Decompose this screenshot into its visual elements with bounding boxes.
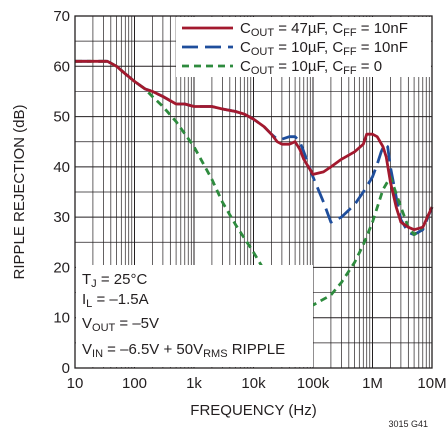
y-tick-label: 70 [53, 8, 70, 25]
x-tick-label: 1M [362, 375, 383, 392]
x-axis-title: FREQUENCY (Hz) [190, 402, 316, 419]
x-tick-label: 10k [241, 375, 266, 392]
legend-label-2: COUT = 10µF, CFF = 10nF [240, 39, 408, 58]
legend-label-1: COUT = 47µF, CFF = 10nF [240, 20, 408, 39]
x-tick-label: 1k [186, 375, 202, 392]
y-tick-label: 0 [62, 360, 70, 377]
y-tick-label: 20 [53, 259, 70, 276]
x-tick-label: 100 [122, 375, 147, 392]
test-conditions: TJ = 25°CIL = –1.5A VOUT = –5V VIN = –6.5V… [76, 265, 313, 367]
x-tick-label: 10 [67, 375, 84, 392]
condition-line: VIN = –6.5V + 50VRMS RIPPLE [82, 341, 285, 360]
y-tick-label: 40 [53, 159, 70, 176]
condition-line: IL = –1.5A [82, 291, 149, 310]
series-line-1 [75, 59, 434, 232]
legend-label-3: COUT = 10µF, CFF = 0 [240, 58, 382, 77]
y-axis-title: RIPPLE REJECTION (dB) [11, 104, 28, 279]
conditions-background [76, 265, 313, 367]
condition-line: TJ = 25°C [82, 271, 147, 290]
figure-id: 3015 G41 [388, 419, 428, 429]
x-tick-label: 100k [297, 375, 330, 392]
y-tick-label: 30 [53, 209, 70, 226]
condition-line: VOUT = –5V [82, 315, 159, 334]
y-tick-label: 10 [53, 310, 70, 327]
x-tick-label: 10M [417, 375, 446, 392]
y-tick-label: 50 [53, 109, 70, 126]
plot-frame [74, 15, 433, 369]
y-tick-label: 60 [53, 58, 70, 75]
